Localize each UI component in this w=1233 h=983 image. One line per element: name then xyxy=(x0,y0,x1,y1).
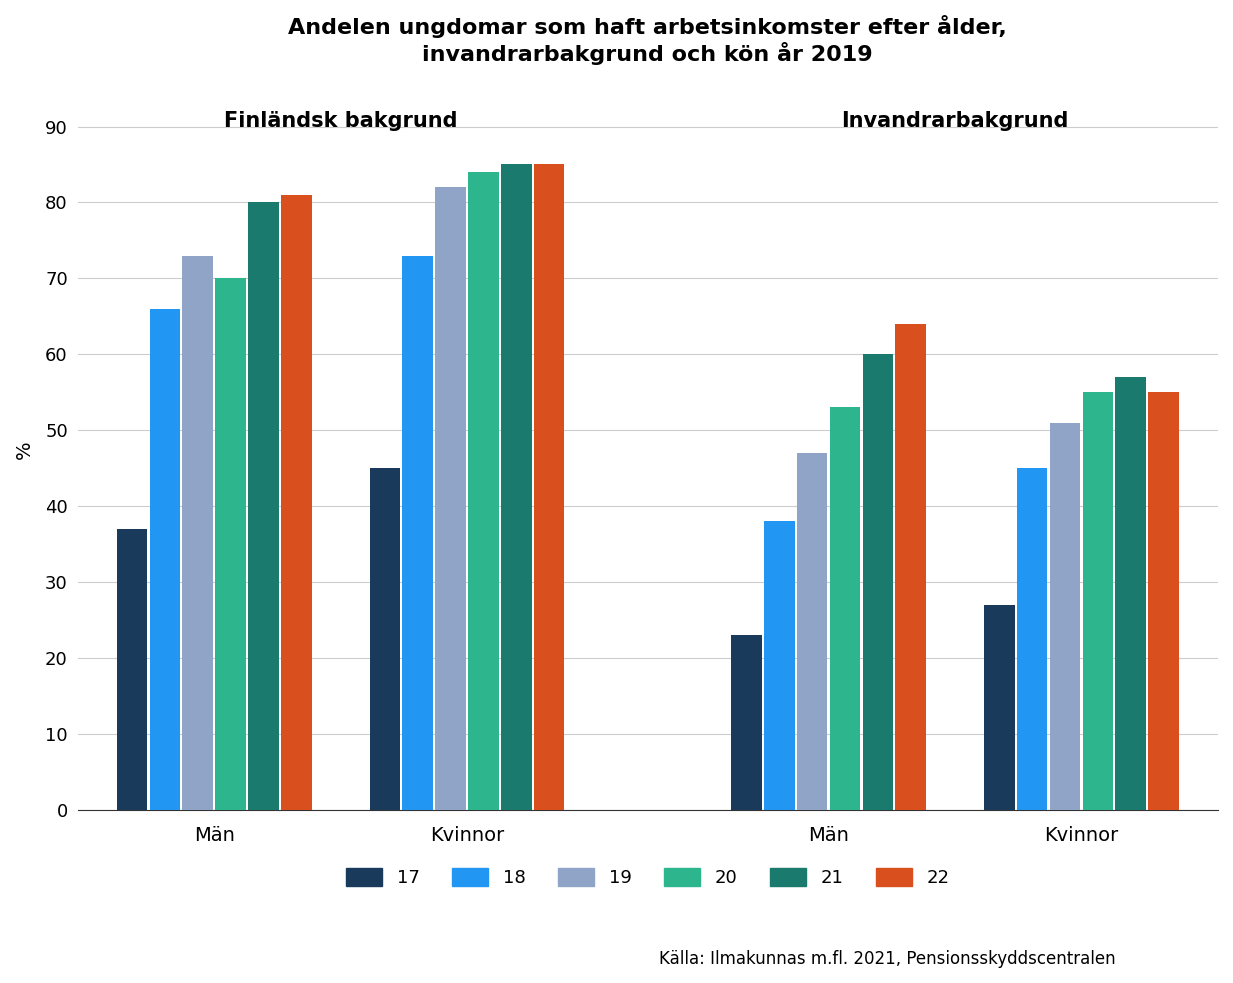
Bar xyxy=(534,164,565,810)
Bar xyxy=(117,529,147,810)
Bar xyxy=(370,468,399,810)
Bar xyxy=(402,256,433,810)
Bar xyxy=(182,256,213,810)
Text: Källa: Ilmakunnas m.fl. 2021, Pensionsskyddscentralen: Källa: Ilmakunnas m.fl. 2021, Pensionssk… xyxy=(660,951,1116,968)
Bar xyxy=(984,605,1015,810)
Bar xyxy=(1116,377,1145,810)
Bar xyxy=(1148,392,1179,810)
Bar xyxy=(501,164,531,810)
Y-axis label: %: % xyxy=(15,439,35,458)
Legend: 17, 18, 19, 20, 21, 22: 17, 18, 19, 20, 21, 22 xyxy=(339,861,957,895)
Bar xyxy=(281,195,312,810)
Bar xyxy=(149,309,180,810)
Bar xyxy=(1017,468,1047,810)
Bar xyxy=(863,354,893,810)
Text: Finländsk bakgrund: Finländsk bakgrund xyxy=(224,111,457,132)
Bar xyxy=(435,188,466,810)
Text: Invandrarbakgrund: Invandrarbakgrund xyxy=(841,111,1069,132)
Bar xyxy=(830,407,861,810)
Bar xyxy=(1049,423,1080,810)
Bar xyxy=(469,172,498,810)
Bar xyxy=(895,324,926,810)
Bar xyxy=(764,521,794,810)
Title: Andelen ungdomar som haft arbetsinkomster efter ålder,
invandrarbakgrund och kön: Andelen ungdomar som haft arbetsinkomste… xyxy=(289,15,1007,65)
Bar xyxy=(248,202,279,810)
Bar xyxy=(1083,392,1113,810)
Bar xyxy=(216,278,245,810)
Bar xyxy=(797,453,827,810)
Bar xyxy=(731,635,762,810)
